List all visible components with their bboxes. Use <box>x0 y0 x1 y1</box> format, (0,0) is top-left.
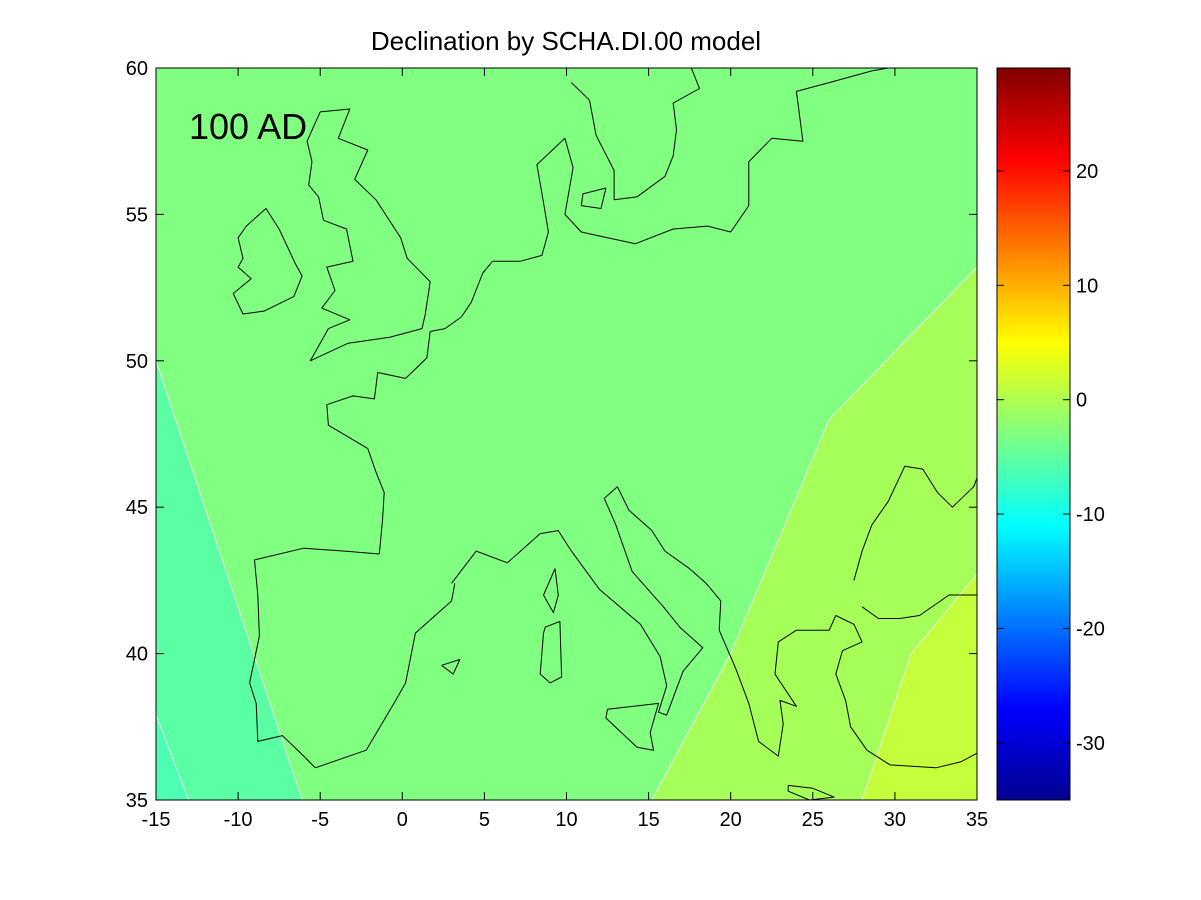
x-tick-label: -15 <box>142 809 171 831</box>
x-tick-label: 5 <box>479 809 490 831</box>
coastline-11 <box>543 568 559 614</box>
coastlines <box>232 68 977 800</box>
coastline-6 <box>451 486 704 716</box>
x-tick-label: -10 <box>224 809 253 831</box>
x-tick-label: 0 <box>397 809 408 831</box>
colorbar-tick-label: 20 <box>1076 161 1098 183</box>
contour-boundaries <box>156 266 977 800</box>
boundary-east-1 <box>651 266 977 800</box>
boundary-west-1 <box>156 714 190 800</box>
coastline-2 <box>326 137 574 555</box>
coastline-7 <box>616 486 837 757</box>
coastline-10 <box>539 620 563 684</box>
boundary-east-2 <box>861 574 977 800</box>
x-tick-label: 15 <box>637 809 659 831</box>
coastline-1 <box>306 108 431 362</box>
band-east-outer <box>862 574 977 800</box>
coastline-15 <box>853 465 977 581</box>
colorbar-ticks: -30 -20 -10 0 10 20 <box>997 161 1105 755</box>
boundary-west-2 <box>156 360 303 800</box>
coastline-3 <box>564 68 889 245</box>
x-tick-label: 35 <box>966 809 988 831</box>
colorbar-tick-label: -10 <box>1076 504 1105 526</box>
coastline-0 <box>232 208 303 315</box>
y-tick-label: 55 <box>126 204 148 226</box>
coastline-16 <box>861 594 977 619</box>
x-tick-label: 30 <box>884 809 906 831</box>
epoch-annotation: 100 AD <box>189 106 307 147</box>
colorbar-frame <box>996 67 1071 801</box>
colorbar: -30 -20 -10 0 10 20 <box>996 67 1105 801</box>
colorbar-gradient <box>997 68 1070 800</box>
axis-ticks: -15 -10 -5 0 5 10 15 20 25 30 35 35 40 45 50 55 60 <box>126 58 988 831</box>
coastline-14 <box>835 615 977 769</box>
colorbar-tick-label: -20 <box>1076 618 1105 640</box>
coastline-12 <box>605 702 659 751</box>
coastline-17 <box>787 784 835 800</box>
x-tick-label: 25 <box>802 809 824 831</box>
y-tick-label: 45 <box>126 497 148 519</box>
band-east-mid <box>651 267 977 800</box>
coastline-4 <box>571 68 700 201</box>
y-tick-label: 60 <box>126 58 148 80</box>
coastline-5 <box>580 187 607 209</box>
colorbar-tick-label: 0 <box>1076 390 1087 412</box>
colorbar-tick-label: -30 <box>1076 733 1105 755</box>
chart-title: Declination by SCHA.DI.00 model <box>371 26 761 56</box>
x-tick-label: 20 <box>720 809 742 831</box>
coastline-8 <box>249 559 456 769</box>
x-tick-label: -5 <box>311 809 329 831</box>
y-tick-label: 50 <box>126 351 148 373</box>
x-tick-label: 10 <box>555 809 577 831</box>
y-tick-label: 35 <box>126 790 148 812</box>
contour-bands <box>156 68 977 800</box>
colorbar-tick-label: 10 <box>1076 275 1098 297</box>
plot-area <box>156 68 977 800</box>
coastline-9 <box>254 547 380 561</box>
coastline-13 <box>441 659 461 675</box>
y-tick-label: 40 <box>126 644 148 666</box>
